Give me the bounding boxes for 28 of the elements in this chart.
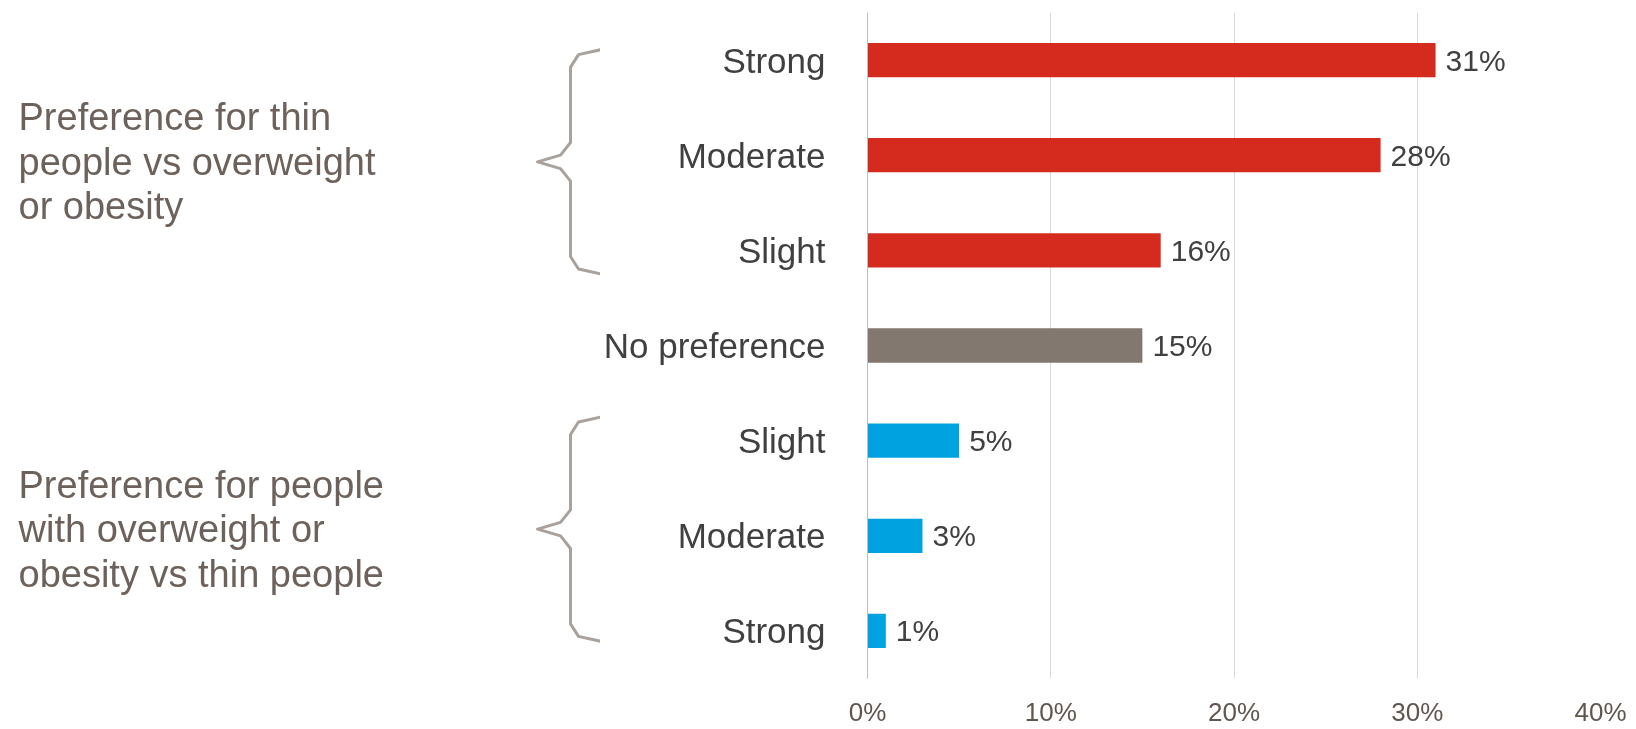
y-tick-label: Slight xyxy=(737,230,826,270)
text: Preference for thin people vs overweight or obesity xyxy=(18,96,376,228)
y-tick-label: Moderate xyxy=(677,516,826,556)
data-label: 15% xyxy=(1152,329,1213,362)
data-label: 28% xyxy=(1390,138,1451,172)
data-label: 1% xyxy=(895,614,940,648)
text: Preference for people with overweight or obesity vs thin people xyxy=(17,463,384,595)
x-tick-label: 0% xyxy=(848,696,887,727)
y-tick-label: No preference xyxy=(603,326,826,365)
data-label: 5% xyxy=(969,424,1013,458)
bar xyxy=(867,42,1436,78)
y-tick-label: Strong xyxy=(722,40,826,80)
bar xyxy=(867,233,1161,268)
x-tick-label: 40% xyxy=(1574,696,1627,727)
x-tick-label: 30% xyxy=(1391,696,1444,727)
y-tick-label: Strong xyxy=(722,611,826,651)
y-tick-label: Moderate xyxy=(677,135,826,175)
data-label: 3% xyxy=(932,519,976,553)
bar xyxy=(867,138,1381,173)
bar xyxy=(867,613,886,649)
bar xyxy=(867,328,1143,363)
x-tick-label: 20% xyxy=(1207,696,1261,727)
x-tick-label: 10% xyxy=(1024,696,1077,727)
y-tick-label: Slight xyxy=(737,421,826,461)
bar xyxy=(867,423,960,458)
data-label: 31% xyxy=(1445,43,1506,77)
bar xyxy=(867,518,923,553)
data-label: 16% xyxy=(1170,233,1231,267)
